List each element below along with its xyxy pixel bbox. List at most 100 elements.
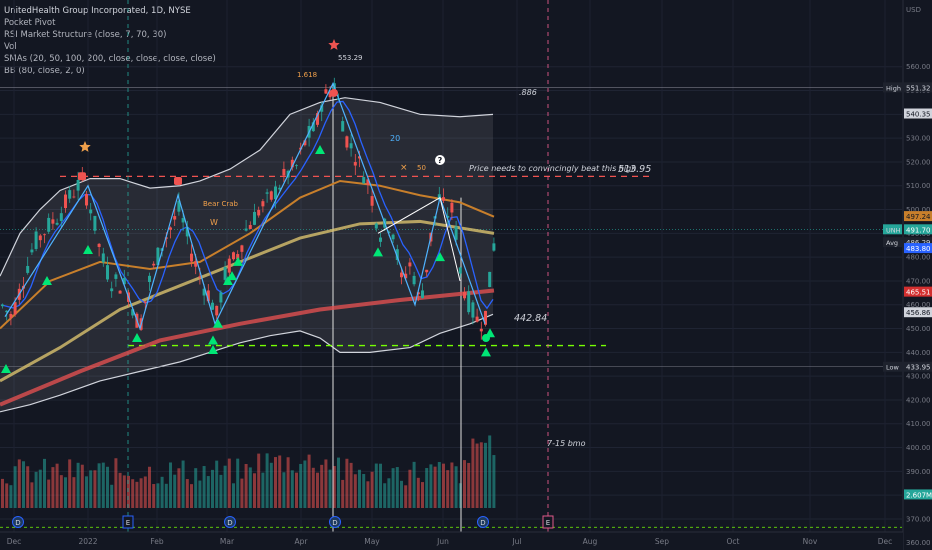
- volume-bar: [479, 442, 483, 508]
- volume-bar: [374, 463, 378, 508]
- price-tag: [904, 361, 932, 372]
- price-tick: 400.00: [906, 444, 931, 452]
- indicator-rsi-structure[interactable]: RSI Market Structure (close, 7, 70, 30): [4, 30, 167, 40]
- price-tag: [904, 82, 932, 93]
- time-axis-bg: [0, 532, 903, 550]
- up-signal-marker: [42, 275, 52, 285]
- volume-bars: [1, 435, 496, 508]
- candle: [198, 276, 202, 278]
- moving-averages: [0, 100, 495, 407]
- candle: [379, 237, 382, 242]
- resistance-label: 513.95: [618, 164, 651, 175]
- low-signal-marker: [482, 334, 490, 343]
- candle: [324, 89, 328, 94]
- candle: [202, 288, 206, 296]
- candle: [387, 231, 391, 233]
- candle: [30, 249, 34, 253]
- volume-bar: [358, 469, 361, 508]
- candle: [425, 269, 429, 273]
- volume-bar: [492, 455, 496, 508]
- volume-bar: [316, 472, 319, 508]
- indicator-bollinger[interactable]: BB (80, close, 2, 0): [4, 66, 85, 76]
- volume-bar: [227, 458, 231, 508]
- star-icon: [328, 39, 340, 50]
- volume-bar: [101, 462, 105, 508]
- candle: [43, 234, 46, 236]
- indicator-pocket-pivot[interactable]: Pocket Pivot: [4, 18, 56, 28]
- volume-bar: [257, 453, 261, 508]
- volume-bar: [253, 473, 256, 508]
- time-tick: Nov: [803, 537, 818, 546]
- annotations: 553.29 1.618 .886 513.95 442.84 Price needs t…: [12, 54, 651, 529]
- candle: [244, 228, 248, 231]
- candle: [51, 219, 55, 224]
- pattern-label: W: [210, 218, 218, 227]
- candle: [295, 165, 298, 167]
- price-axis: USD560.00550.00540.00530.00520.00510.005…: [883, 0, 932, 550]
- symbol-title[interactable]: UnitedHealth Group Incorporated, 1D, NYS…: [4, 6, 191, 16]
- candle: [156, 247, 160, 266]
- zigzag-lines: [4, 81, 486, 331]
- event-marker-dividend: [329, 516, 341, 528]
- time-tick: Aug: [583, 537, 598, 546]
- candle: [467, 291, 471, 313]
- candle: [55, 222, 59, 225]
- zigzag-pattern: [4, 81, 486, 331]
- candle: [316, 113, 319, 125]
- volume-bar: [295, 472, 298, 508]
- volume-bar: [156, 483, 160, 508]
- indicator-volume[interactable]: Vol: [4, 42, 17, 52]
- volume-bar: [97, 463, 101, 508]
- price-tag-label: Avg: [886, 239, 898, 247]
- time-tick: Jun: [436, 537, 449, 546]
- volume-bar: [34, 471, 38, 508]
- candle: [320, 105, 324, 112]
- volume-bar: [26, 466, 30, 508]
- volume-bar: [265, 453, 269, 508]
- price-tick: 480.00: [906, 254, 931, 262]
- volume-bar: [160, 476, 164, 508]
- volume-bar: [152, 484, 156, 508]
- candle: [408, 262, 412, 267]
- volume-bar: [299, 463, 303, 508]
- candle: [59, 213, 63, 221]
- time-tick: Dec: [7, 537, 22, 546]
- volume-bar: [55, 463, 59, 508]
- volume-bar: [458, 483, 462, 508]
- price-tag-value: 2.607M: [906, 491, 932, 499]
- candle: [358, 156, 361, 159]
- volume-bar: [408, 469, 412, 508]
- volume-bar: [303, 460, 307, 508]
- volume-bar: [190, 484, 193, 508]
- candle: [194, 261, 198, 267]
- candle: [181, 218, 185, 223]
- volume-bar: [139, 478, 143, 508]
- volume-bar: [433, 466, 437, 508]
- cross-icon: ×: [400, 163, 408, 173]
- volume-bar: [404, 485, 408, 508]
- candle: [131, 309, 135, 316]
- candle: [458, 267, 462, 274]
- candle: [328, 90, 332, 98]
- volume-bar: [274, 457, 277, 508]
- timing-note: 7-15 bmo: [547, 439, 586, 448]
- candle: [143, 301, 147, 303]
- candle: [404, 273, 408, 279]
- volume-bar: [38, 469, 42, 508]
- price-tick: 410.00: [906, 420, 931, 428]
- candle: [68, 190, 72, 199]
- sma-50: [0, 179, 495, 330]
- event-marker-label: D: [480, 519, 485, 527]
- volume-bar: [400, 480, 403, 508]
- time-tick: Apr: [295, 537, 309, 546]
- candle: [437, 194, 441, 201]
- candle: [93, 215, 97, 231]
- volume-bar: [232, 483, 235, 508]
- volume-bar: [219, 474, 223, 508]
- candle: [353, 162, 357, 166]
- volume-bar: [454, 466, 458, 508]
- price-tag-value: 551.32: [906, 84, 931, 92]
- candle: [416, 292, 420, 295]
- indicator-smas[interactable]: SMAs (20, 50, 100, 200, close, close, cl…: [4, 54, 216, 64]
